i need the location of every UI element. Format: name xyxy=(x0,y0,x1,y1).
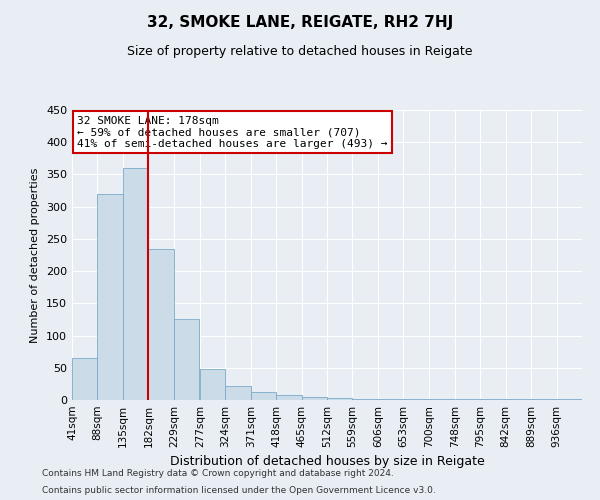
Text: Size of property relative to detached houses in Reigate: Size of property relative to detached ho… xyxy=(127,45,473,58)
Text: Contains public sector information licensed under the Open Government Licence v3: Contains public sector information licen… xyxy=(42,486,436,495)
Bar xyxy=(455,398,480,400)
Bar xyxy=(148,248,174,400)
Bar xyxy=(123,168,148,400)
Bar xyxy=(352,398,378,400)
Text: Contains HM Land Registry data © Crown copyright and database right 2024.: Contains HM Land Registry data © Crown c… xyxy=(42,468,394,477)
Bar xyxy=(327,398,352,400)
Bar xyxy=(251,392,276,400)
Bar xyxy=(200,369,225,400)
Bar xyxy=(97,194,123,400)
Bar xyxy=(174,320,199,400)
Bar xyxy=(403,398,429,400)
X-axis label: Distribution of detached houses by size in Reigate: Distribution of detached houses by size … xyxy=(170,456,484,468)
Y-axis label: Number of detached properties: Number of detached properties xyxy=(31,168,40,342)
Text: 32 SMOKE LANE: 178sqm
← 59% of detached houses are smaller (707)
41% of semi-det: 32 SMOKE LANE: 178sqm ← 59% of detached … xyxy=(77,116,388,149)
Bar xyxy=(72,358,97,400)
Bar xyxy=(225,386,251,400)
Bar xyxy=(506,398,531,400)
Bar xyxy=(302,397,327,400)
Bar xyxy=(378,398,403,400)
Bar xyxy=(276,395,302,400)
Text: 32, SMOKE LANE, REIGATE, RH2 7HJ: 32, SMOKE LANE, REIGATE, RH2 7HJ xyxy=(147,15,453,30)
Bar xyxy=(557,398,582,400)
